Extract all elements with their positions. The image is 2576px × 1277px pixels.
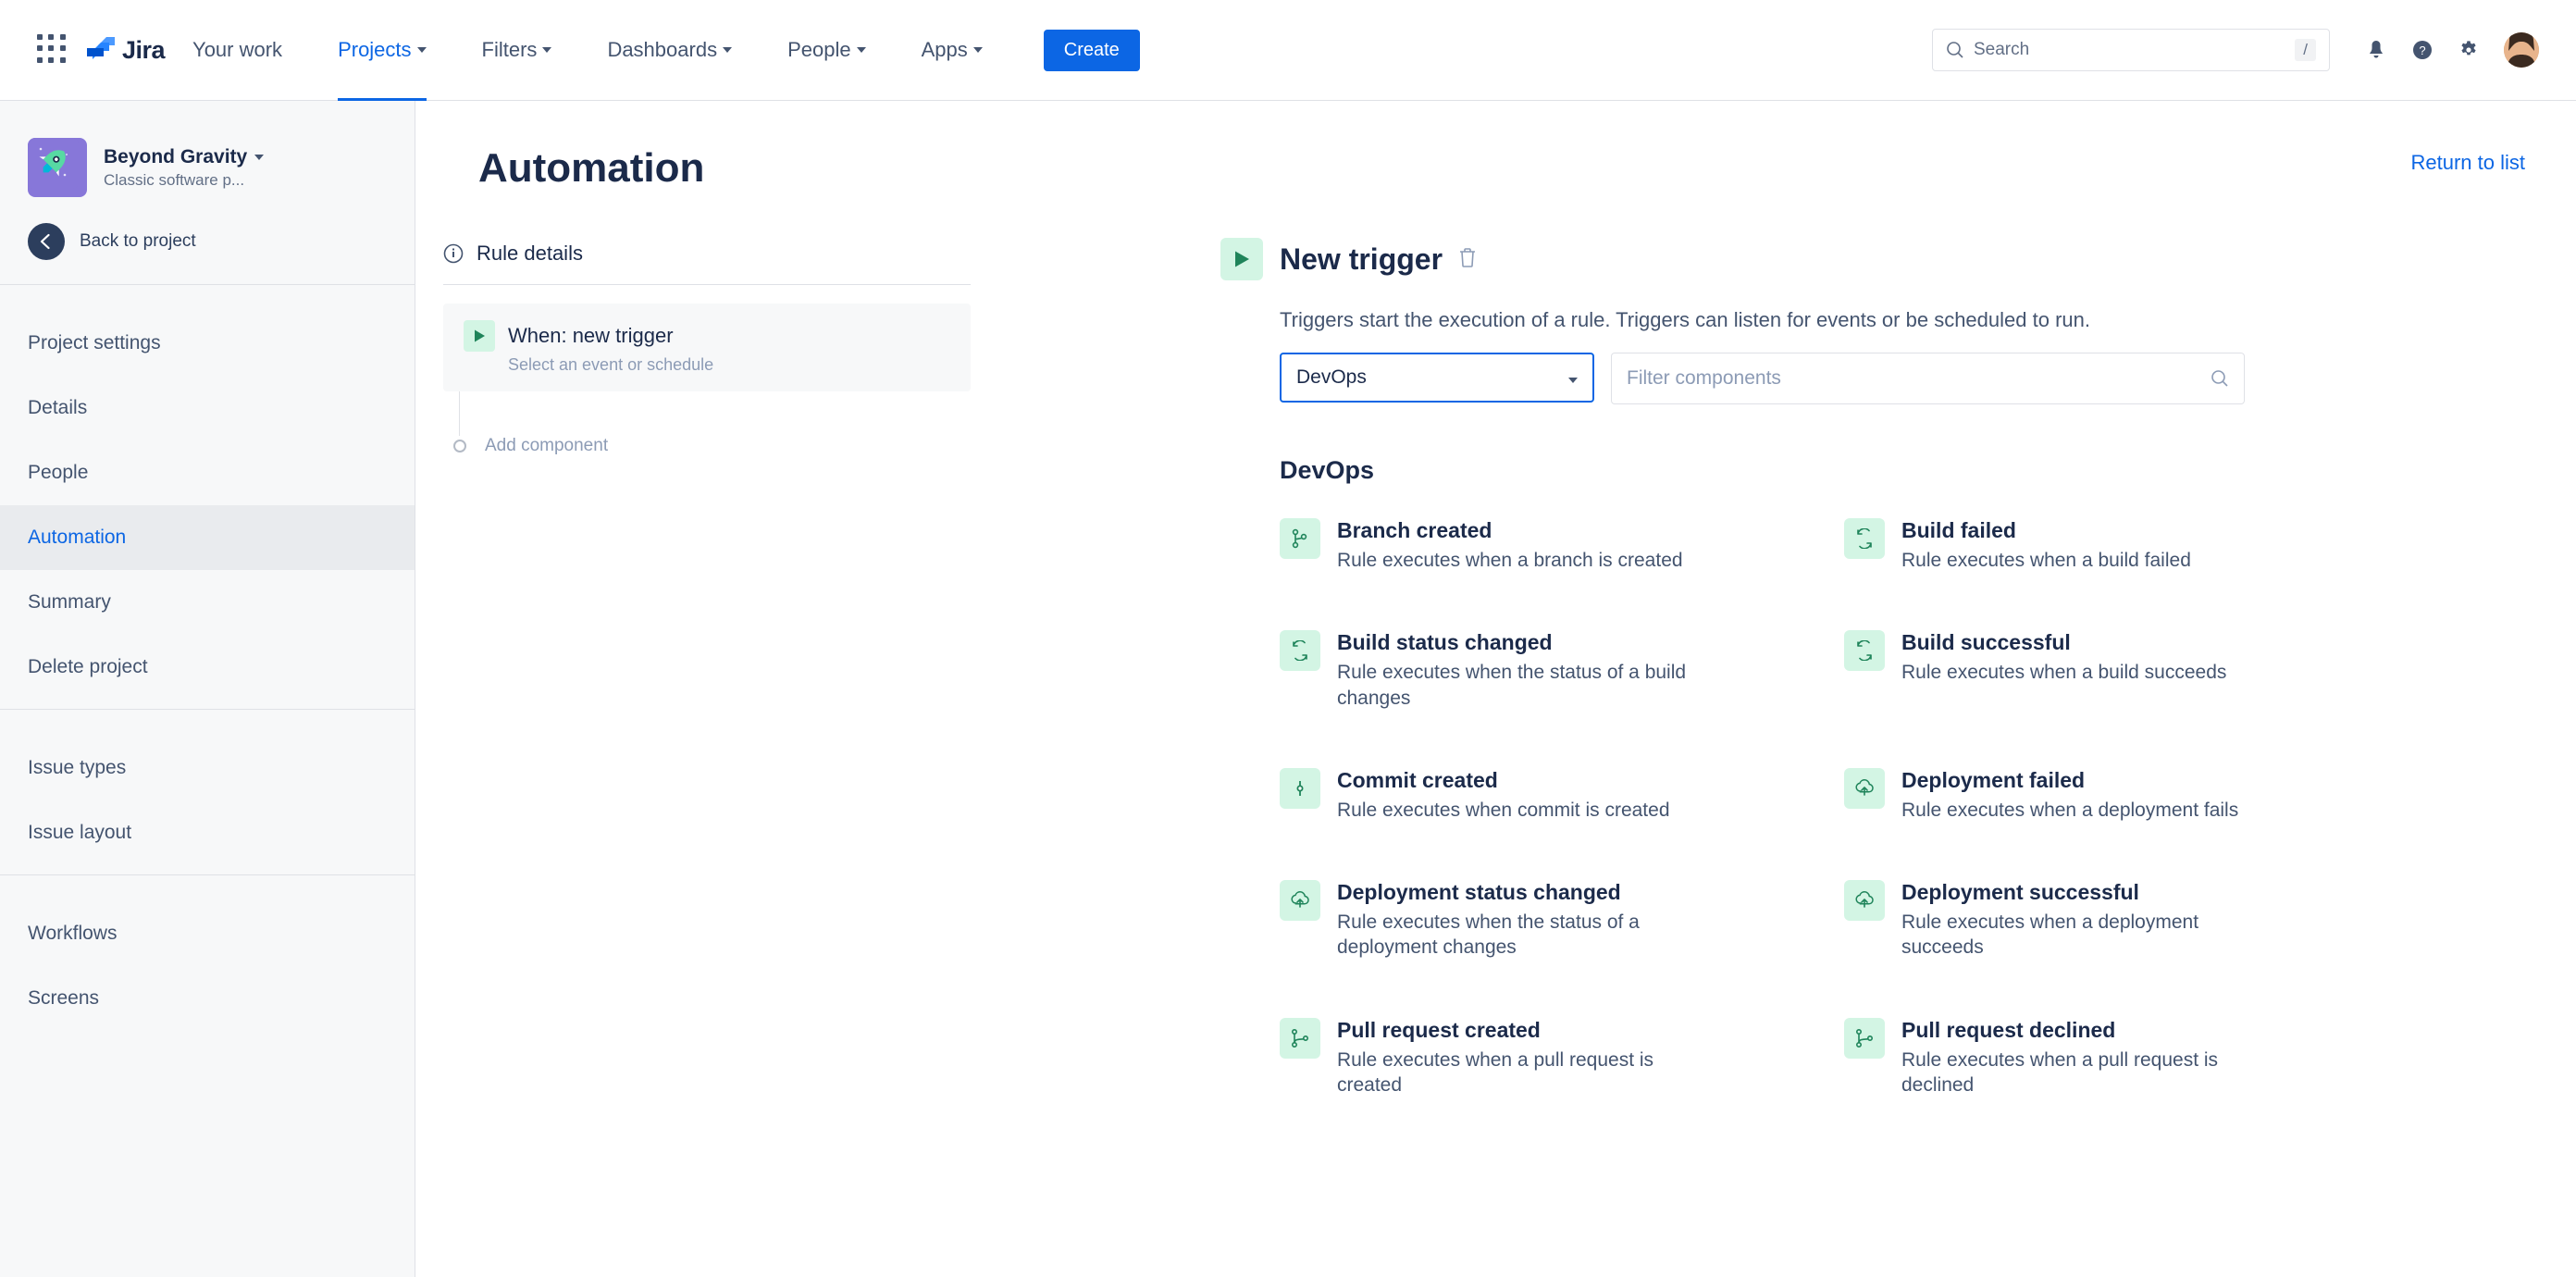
svg-text:?: ? [2419, 43, 2425, 57]
